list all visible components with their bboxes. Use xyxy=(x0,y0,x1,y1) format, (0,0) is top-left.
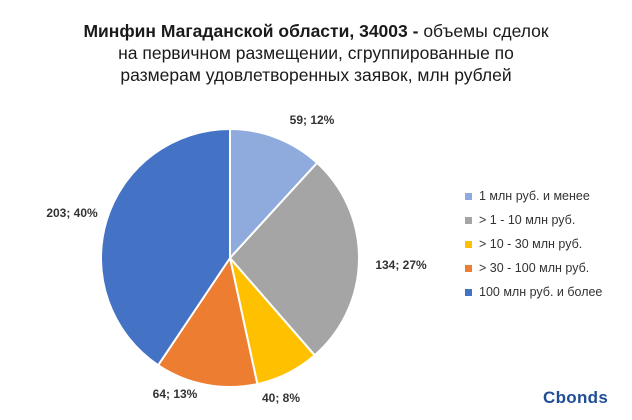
legend-swatch xyxy=(465,264,472,272)
pie-slice-2 xyxy=(228,161,360,357)
data-label-1: 59; 12% xyxy=(290,113,335,127)
legend-item-1: 1 млн руб. и менее xyxy=(465,184,602,208)
legend-item-5: 100 млн руб. и более xyxy=(465,280,602,304)
legend-label: > 10 - 30 млн руб. xyxy=(479,237,583,251)
data-label-4: 64; 13% xyxy=(153,387,198,401)
chart-legend: 1 млн руб. и менее > 1 - 10 млн руб. > 10 … xyxy=(465,184,602,304)
chart-title-bold: Минфин Магаданской области, 34003 - xyxy=(83,21,419,41)
data-label-3: 40; 8% xyxy=(262,391,300,405)
legend-item-2: > 1 - 10 млн руб. xyxy=(465,208,602,232)
pie-slice-1 xyxy=(229,127,319,261)
legend-swatch xyxy=(465,288,472,296)
legend-label: 1 млн руб. и менее xyxy=(479,189,590,203)
legend-swatch xyxy=(465,192,472,200)
legend-label: > 30 - 100 млн руб. xyxy=(479,261,590,275)
legend-label: > 1 - 10 млн руб. xyxy=(479,213,576,227)
chart-title-line2: на первичном размещении, сгруппированные… xyxy=(118,43,514,63)
legend-label: 100 млн руб. и более xyxy=(479,285,603,299)
legend-swatch xyxy=(465,240,472,248)
chart-title-line3: размерам удовлетворенных заявок, млн руб… xyxy=(120,65,512,85)
data-label-2: 134; 27% xyxy=(375,258,427,272)
legend-swatch xyxy=(465,216,472,224)
pie-slice-5 xyxy=(100,127,231,367)
cbonds-logo: Cbonds xyxy=(543,388,609,407)
legend-item-3: > 10 - 30 млн руб. xyxy=(465,232,602,256)
pie-slice-4 xyxy=(156,255,259,388)
legend-item-4: > 30 - 100 млн руб. xyxy=(465,256,602,280)
chart-title-rest: объемы сделок xyxy=(418,21,549,41)
data-label-5: 203; 40% xyxy=(46,206,98,220)
chart-title: Минфин Магаданской области, 34003 - объе… xyxy=(0,20,632,86)
